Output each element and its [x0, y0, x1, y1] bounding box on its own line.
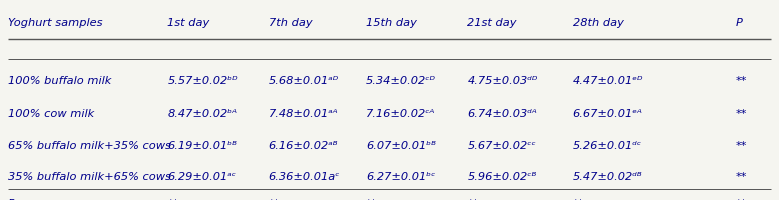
Text: 4.75±0.03ᵈᴰ: 4.75±0.03ᵈᴰ [467, 76, 538, 86]
Text: **: ** [736, 108, 748, 118]
Text: 15th day: 15th day [366, 18, 417, 28]
Text: 28th day: 28th day [573, 18, 623, 28]
Text: 6.16±0.02ᵃᴮ: 6.16±0.02ᵃᴮ [269, 140, 338, 150]
Text: 6.74±0.03ᵈᴬ: 6.74±0.03ᵈᴬ [467, 108, 538, 118]
Text: P: P [736, 18, 743, 28]
Text: 6.19±0.01ᵇᴮ: 6.19±0.01ᵇᴮ [167, 140, 238, 150]
Text: 6.27±0.01ᵇᶜ: 6.27±0.01ᵇᶜ [366, 171, 435, 181]
Text: 5.96±0.02ᶜᴮ: 5.96±0.02ᶜᴮ [467, 171, 537, 181]
Text: **: ** [573, 198, 584, 200]
Text: 5.68±0.01ᵃᴰ: 5.68±0.01ᵃᴰ [269, 76, 339, 86]
Text: 35% buffalo milk+65% cows: 35% buffalo milk+65% cows [8, 171, 171, 181]
Text: 7.16±0.02ᶜᴬ: 7.16±0.02ᶜᴬ [366, 108, 435, 118]
Text: **: ** [736, 76, 748, 86]
Text: 5.67±0.02ᶜᶜ: 5.67±0.02ᶜᶜ [467, 140, 536, 150]
Text: **: ** [736, 140, 748, 150]
Text: 21st day: 21st day [467, 18, 517, 28]
Text: 6.67±0.01ᵉᴬ: 6.67±0.01ᵉᴬ [573, 108, 643, 118]
Text: 8.47±0.02ᵇᴬ: 8.47±0.02ᵇᴬ [167, 108, 238, 118]
Text: 100% buffalo milk: 100% buffalo milk [8, 76, 111, 86]
Text: 5.57±0.02ᵇᴰ: 5.57±0.02ᵇᴰ [167, 76, 238, 86]
Text: 1st day: 1st day [167, 18, 210, 28]
Text: 65% buffalo milk+35% cows: 65% buffalo milk+35% cows [8, 140, 171, 150]
Text: 7.48±0.01ᵃᴬ: 7.48±0.01ᵃᴬ [269, 108, 338, 118]
Text: 5.34±0.02ᶜᴰ: 5.34±0.02ᶜᴰ [366, 76, 436, 86]
Text: 100% cow milk: 100% cow milk [8, 108, 94, 118]
Text: 7th day: 7th day [269, 18, 312, 28]
Text: 5.26±0.01ᵈᶜ: 5.26±0.01ᵈᶜ [573, 140, 642, 150]
Text: **: ** [167, 198, 179, 200]
Text: Yoghurt samples: Yoghurt samples [8, 18, 102, 28]
Text: 6.07±0.01ᵇᴮ: 6.07±0.01ᵇᴮ [366, 140, 436, 150]
Text: 4.47±0.01ᵉᴰ: 4.47±0.01ᵉᴰ [573, 76, 643, 86]
Text: **: ** [366, 198, 378, 200]
Text: **: ** [736, 171, 748, 181]
Text: P: P [8, 198, 15, 200]
Text: 6.36±0.01aᶜ: 6.36±0.01aᶜ [269, 171, 340, 181]
Text: **: ** [736, 198, 748, 200]
Text: **: ** [467, 198, 479, 200]
Text: 5.47±0.02ᵈᴮ: 5.47±0.02ᵈᴮ [573, 171, 643, 181]
Text: 6.29±0.01ᵃᶜ: 6.29±0.01ᵃᶜ [167, 171, 237, 181]
Text: **: ** [269, 198, 280, 200]
